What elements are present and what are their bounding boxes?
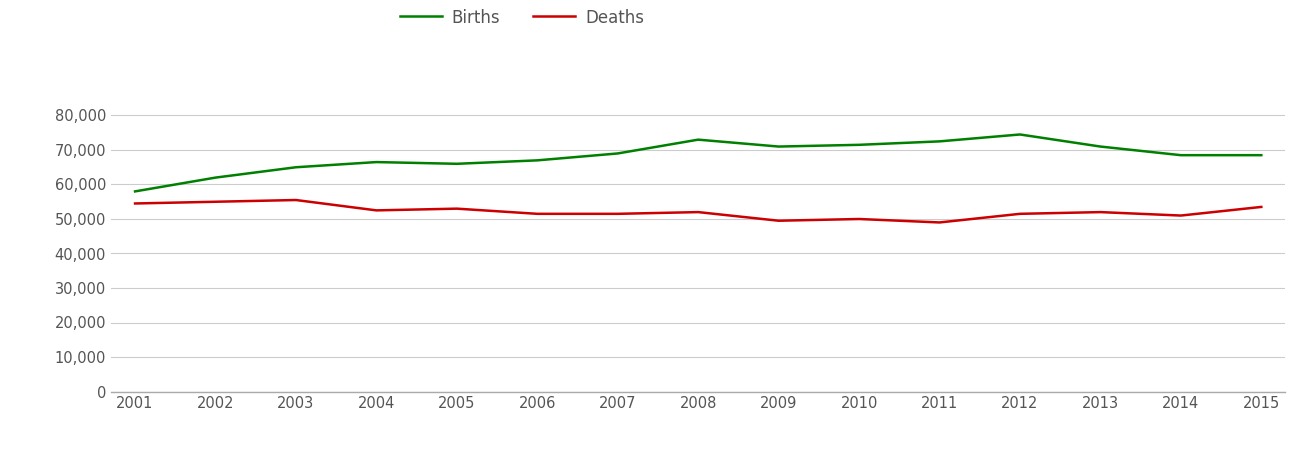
Births bbox=[127, 189, 142, 194]
Births bbox=[771, 144, 787, 149]
Deaths bbox=[207, 199, 223, 204]
Line: Births: Births bbox=[134, 135, 1262, 191]
Deaths bbox=[932, 220, 947, 225]
Deaths bbox=[690, 209, 706, 215]
Deaths bbox=[609, 211, 625, 216]
Deaths bbox=[771, 218, 787, 223]
Deaths bbox=[851, 216, 867, 222]
Births bbox=[368, 159, 384, 165]
Births bbox=[690, 137, 706, 142]
Deaths bbox=[1013, 211, 1028, 216]
Deaths bbox=[288, 197, 304, 202]
Births bbox=[207, 175, 223, 180]
Births bbox=[530, 158, 545, 163]
Births bbox=[932, 139, 947, 144]
Deaths bbox=[1092, 209, 1108, 215]
Births bbox=[1173, 153, 1189, 158]
Births bbox=[851, 142, 867, 148]
Births bbox=[1254, 153, 1270, 158]
Deaths bbox=[449, 206, 465, 211]
Births bbox=[1013, 132, 1028, 137]
Births bbox=[609, 151, 625, 156]
Deaths bbox=[530, 211, 545, 216]
Deaths bbox=[1173, 213, 1189, 218]
Births bbox=[1092, 144, 1108, 149]
Deaths bbox=[127, 201, 142, 206]
Births bbox=[288, 165, 304, 170]
Births bbox=[449, 161, 465, 166]
Deaths bbox=[1254, 204, 1270, 210]
Deaths bbox=[368, 207, 384, 213]
Legend: Births, Deaths: Births, Deaths bbox=[393, 2, 651, 34]
Line: Deaths: Deaths bbox=[134, 200, 1262, 222]
